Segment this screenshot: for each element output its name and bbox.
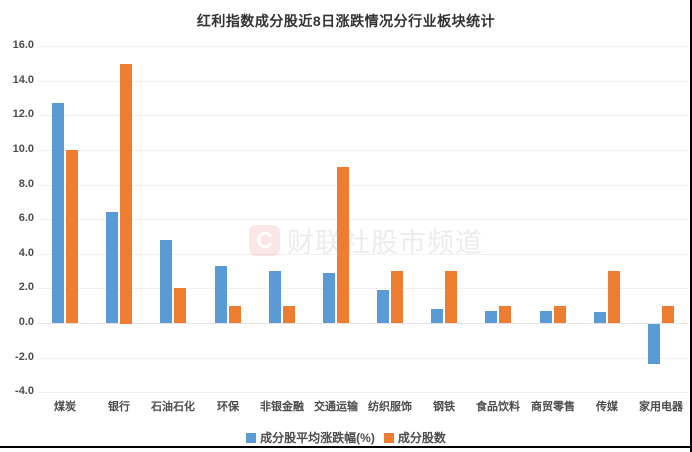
bar-纺织服饰-stock-count [391,271,403,323]
bar-煤炭-avg-change [52,103,64,323]
y-axis-tick-label: 12.0 [12,108,34,120]
y-axis-tick-label: 6.0 [18,212,34,224]
bar-交通运输-stock-count [337,167,349,323]
y-axis-tick-label: 8.0 [18,178,34,190]
y-axis-tick-label: 10.0 [12,143,34,155]
cailianshe-logo-icon: C [249,225,280,256]
bar-交通运输-avg-change [323,273,335,323]
x-axis-category-label: 煤炭 [54,401,76,413]
bar-钢铁-avg-change [431,309,443,323]
y-axis-tick-label: 16.0 [12,39,34,51]
gridline [38,288,688,289]
x-axis-category-label: 食品饮料 [476,401,520,413]
gridline [38,185,688,186]
gridline [38,358,688,359]
bar-纺织服饰-avg-change [377,290,389,323]
x-axis-category-label: 家用电器 [639,401,683,413]
image-right-border [690,0,692,452]
y-axis-tick-label: 4.0 [18,247,34,259]
legend-swatch-blue [246,432,257,443]
bar-环保-avg-change [215,266,227,323]
bar-石油石化-avg-change [160,240,172,323]
y-axis-tick-label: 2.0 [18,281,34,293]
x-axis-category-label: 商贸零售 [531,401,575,413]
logo-letter: C [256,227,273,253]
legend-item-stock-count: 成分股数 [383,429,446,446]
bar-食品饮料-avg-change [485,311,497,323]
legend-item-avg-change: 成分股平均涨跌幅(%) [246,429,375,446]
x-axis-category-label: 交通运输 [314,401,358,413]
zero-gridline [38,323,688,324]
bar-非银金融-stock-count [283,306,295,323]
bar-煤炭-stock-count [66,150,78,323]
bar-环保-stock-count [229,306,241,323]
x-axis-category-label: 环保 [217,401,239,413]
gridline [38,150,688,151]
bar-传媒-stock-count [608,271,620,323]
bar-商贸零售-stock-count [554,306,566,323]
bar-非银金融-avg-change [269,271,281,323]
gridline [38,392,688,393]
bar-家用电器-avg-change [648,324,660,364]
bar-商贸零售-avg-change [540,311,552,323]
bar-传媒-avg-change [594,312,606,323]
legend: 成分股平均涨跌幅(%) 成分股数 [0,429,692,446]
gridline [38,219,688,220]
x-axis-category-label: 石油石化 [151,401,195,413]
bar-石油石化-stock-count [174,288,186,323]
y-axis-tick-label: -4.0 [15,385,34,397]
legend-label-avg-change: 成分股平均涨跌幅(%) [260,431,375,445]
x-axis-category-label: 传媒 [596,401,618,413]
watermark: C 财联社股市频道 [249,221,483,260]
image-bottom-border [0,446,692,448]
bar-家用电器-stock-count [662,306,674,323]
chart-title: 红利指数成分股近8日涨跌情况分行业板块统计 [196,13,496,29]
bar-银行-avg-change [106,212,118,323]
bar-钢铁-stock-count [445,271,457,323]
legend-swatch-orange [383,432,394,443]
gridline [38,46,688,47]
watermark-text: 财联社股市频道 [287,228,483,258]
bar-银行-stock-count [120,64,132,324]
y-axis-tick-label: 0.0 [18,316,34,328]
legend-label-stock-count: 成分股数 [397,431,446,445]
y-axis-tick-label: -2.0 [15,351,34,363]
x-axis-category-label: 纺织服饰 [368,401,412,413]
bar-食品饮料-stock-count [499,306,511,323]
y-axis-tick-label: 14.0 [12,74,34,86]
gridline [38,81,688,82]
gridline [38,254,688,255]
x-axis-category-label: 钢铁 [433,401,455,413]
x-axis-category-label: 银行 [108,401,130,413]
x-axis-category-label: 非银金融 [260,401,304,413]
gridline [38,115,688,116]
